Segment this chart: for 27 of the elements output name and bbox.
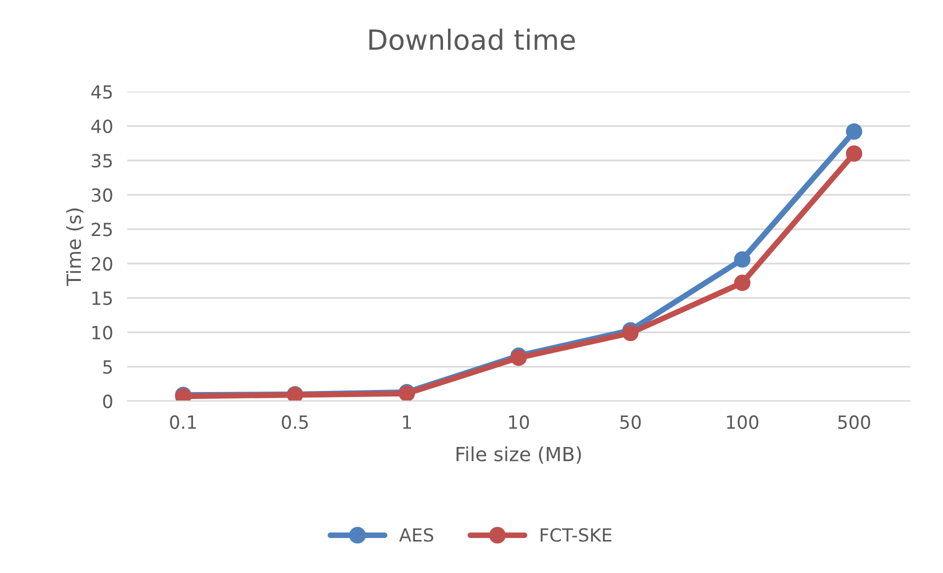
y-tick-label: 5: [103, 360, 112, 374]
y-tick-label: 25: [92, 222, 112, 236]
point: [846, 145, 862, 162]
y-tick-label: 35: [92, 154, 112, 168]
point: [622, 324, 639, 342]
y-tick-label: 10: [92, 326, 112, 340]
x-tick-label: 0.1: [170, 415, 196, 429]
y-axis-title: Time (s): [66, 208, 84, 286]
y-tick-label: 0: [103, 394, 112, 408]
y-tick-label: 30: [92, 188, 112, 202]
x-tick-label: 500: [838, 415, 870, 429]
chart-title: Download time: [369, 28, 575, 50]
point: [734, 251, 750, 268]
point: [846, 123, 862, 140]
x-tick-label: 50: [620, 415, 641, 429]
legend-label: FCT-SKE: [540, 528, 612, 542]
y-tick-label: 20: [92, 257, 112, 271]
legend-label: AES: [399, 528, 434, 542]
y-tick-label: 15: [92, 292, 112, 306]
y-tick-label: 40: [91, 120, 112, 134]
y-tick-label: 45: [91, 85, 112, 99]
point: [734, 274, 750, 291]
x-tick-label: 1: [403, 416, 411, 429]
x-tick-label: 10: [509, 415, 529, 429]
x-axis-title: File size (MB): [456, 446, 581, 464]
x-tick-label: 100: [727, 415, 758, 429]
x-tick-label: 0.5: [282, 415, 308, 429]
